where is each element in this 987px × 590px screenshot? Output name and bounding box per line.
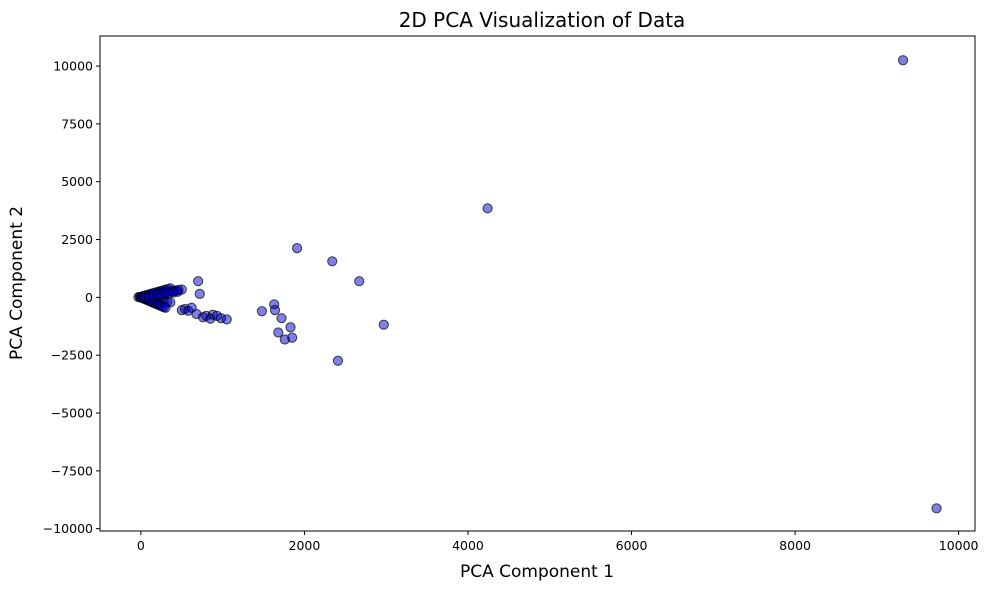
data-point (332, 355, 344, 366)
y-tick-label: 10000 (53, 59, 93, 74)
data-point (931, 503, 942, 514)
x-tick-label: 10000 (939, 538, 979, 553)
data-point (193, 276, 204, 287)
y-tick-label: 7500 (61, 116, 93, 131)
data-point (327, 256, 338, 267)
data-point (269, 305, 281, 316)
x-axis-label: PCA Component 1 (460, 562, 614, 582)
y-tick-label: 2500 (61, 232, 93, 247)
y-tick-label: −7500 (51, 463, 93, 478)
y-axis: −10000 −7500 −5000 −2500 0 2500 5000 7500 10000 (43, 59, 100, 536)
x-tick-label: 8000 (779, 538, 811, 553)
data-point (291, 243, 303, 254)
data-points (133, 55, 942, 514)
x-tick-label: 2000 (289, 538, 321, 553)
x-axis: 0 2000 4000 6000 8000 10000 (137, 531, 979, 553)
data-point (285, 322, 296, 333)
data-point (287, 332, 298, 343)
y-tick-label: −10000 (43, 521, 93, 536)
y-axis-label: PCA Component 2 (7, 206, 27, 360)
y-tick-label: 5000 (61, 174, 93, 189)
y-tick-label: −2500 (51, 348, 93, 363)
data-point (482, 203, 493, 214)
data-point (172, 286, 183, 297)
data-point (273, 327, 284, 338)
data-point (354, 276, 365, 287)
data-point (194, 288, 205, 300)
x-tick-label: 4000 (452, 538, 484, 553)
y-tick-label: −5000 (51, 406, 93, 421)
x-tick-label: 6000 (616, 538, 648, 553)
data-point (256, 306, 268, 317)
data-point (378, 319, 389, 330)
chart-title: 2D PCA Visualization of Data (399, 8, 686, 32)
plot-frame (99, 35, 976, 532)
data-point (160, 302, 171, 313)
data-point (897, 55, 909, 66)
x-tick-label: 0 (137, 538, 145, 553)
data-point (221, 314, 232, 325)
y-tick-label: 0 (85, 290, 93, 305)
data-point (276, 313, 287, 324)
